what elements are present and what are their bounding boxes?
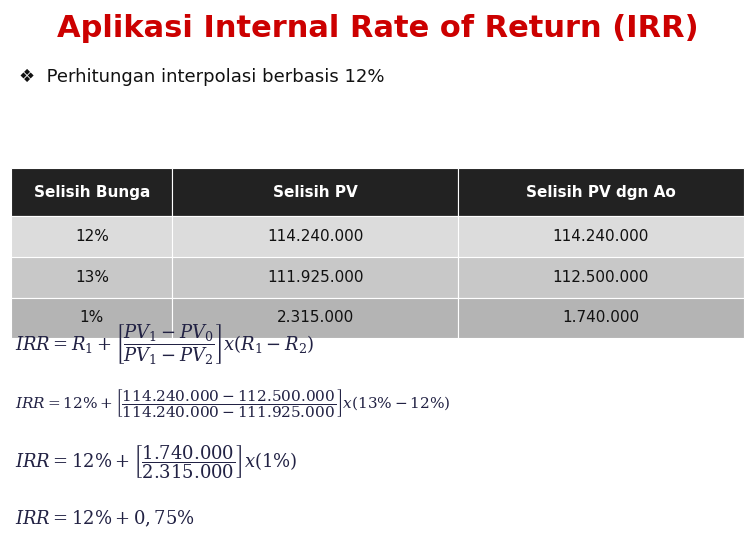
Text: Selisih PV dgn Ao: Selisih PV dgn Ao bbox=[526, 184, 676, 200]
Text: 12%: 12% bbox=[75, 229, 109, 244]
Text: Aplikasi Internal Rate of Return (IRR): Aplikasi Internal Rate of Return (IRR) bbox=[57, 14, 698, 43]
Text: $IRR=R_1+\left[\dfrac{PV_1-PV_0}{PV_1-PV_2}\right]x(R_1-R_2)$: $IRR=R_1+\left[\dfrac{PV_1-PV_0}{PV_1-PV… bbox=[15, 321, 314, 366]
Text: $IRR=12\%+\left[\dfrac{114.240.000-112.500.000}{114.240.000-111.925.000}\right]x: $IRR=12\%+\left[\dfrac{114.240.000-112.5… bbox=[15, 387, 451, 419]
Text: Selisih Bunga: Selisih Bunga bbox=[34, 184, 150, 200]
Text: 2.315.000: 2.315.000 bbox=[276, 311, 354, 325]
Text: $IRR=12\%+\left[\dfrac{1.740.000}{2.315.000}\right]x(1\%)$: $IRR=12\%+\left[\dfrac{1.740.000}{2.315.… bbox=[15, 444, 297, 481]
FancyBboxPatch shape bbox=[172, 216, 458, 257]
FancyBboxPatch shape bbox=[458, 168, 744, 216]
Text: ❖  Perhitungan interpolasi berbasis 12%: ❖ Perhitungan interpolasi berbasis 12% bbox=[19, 68, 384, 85]
FancyBboxPatch shape bbox=[172, 168, 458, 216]
Text: 1.740.000: 1.740.000 bbox=[562, 311, 639, 325]
FancyBboxPatch shape bbox=[11, 298, 172, 338]
Text: 114.240.000: 114.240.000 bbox=[267, 229, 363, 244]
Text: Selisih PV: Selisih PV bbox=[273, 184, 358, 200]
FancyBboxPatch shape bbox=[458, 216, 744, 257]
Text: 114.240.000: 114.240.000 bbox=[553, 229, 649, 244]
Text: 112.500.000: 112.500.000 bbox=[553, 270, 649, 285]
FancyBboxPatch shape bbox=[11, 257, 172, 298]
FancyBboxPatch shape bbox=[458, 257, 744, 298]
FancyBboxPatch shape bbox=[11, 216, 172, 257]
FancyBboxPatch shape bbox=[172, 298, 458, 338]
FancyBboxPatch shape bbox=[458, 298, 744, 338]
Text: 1%: 1% bbox=[80, 311, 104, 325]
Text: 13%: 13% bbox=[75, 270, 109, 285]
FancyBboxPatch shape bbox=[172, 257, 458, 298]
Text: $IRR=12\%+0,75\%$: $IRR=12\%+0,75\%$ bbox=[15, 509, 195, 529]
Text: 111.925.000: 111.925.000 bbox=[267, 270, 363, 285]
FancyBboxPatch shape bbox=[11, 168, 172, 216]
